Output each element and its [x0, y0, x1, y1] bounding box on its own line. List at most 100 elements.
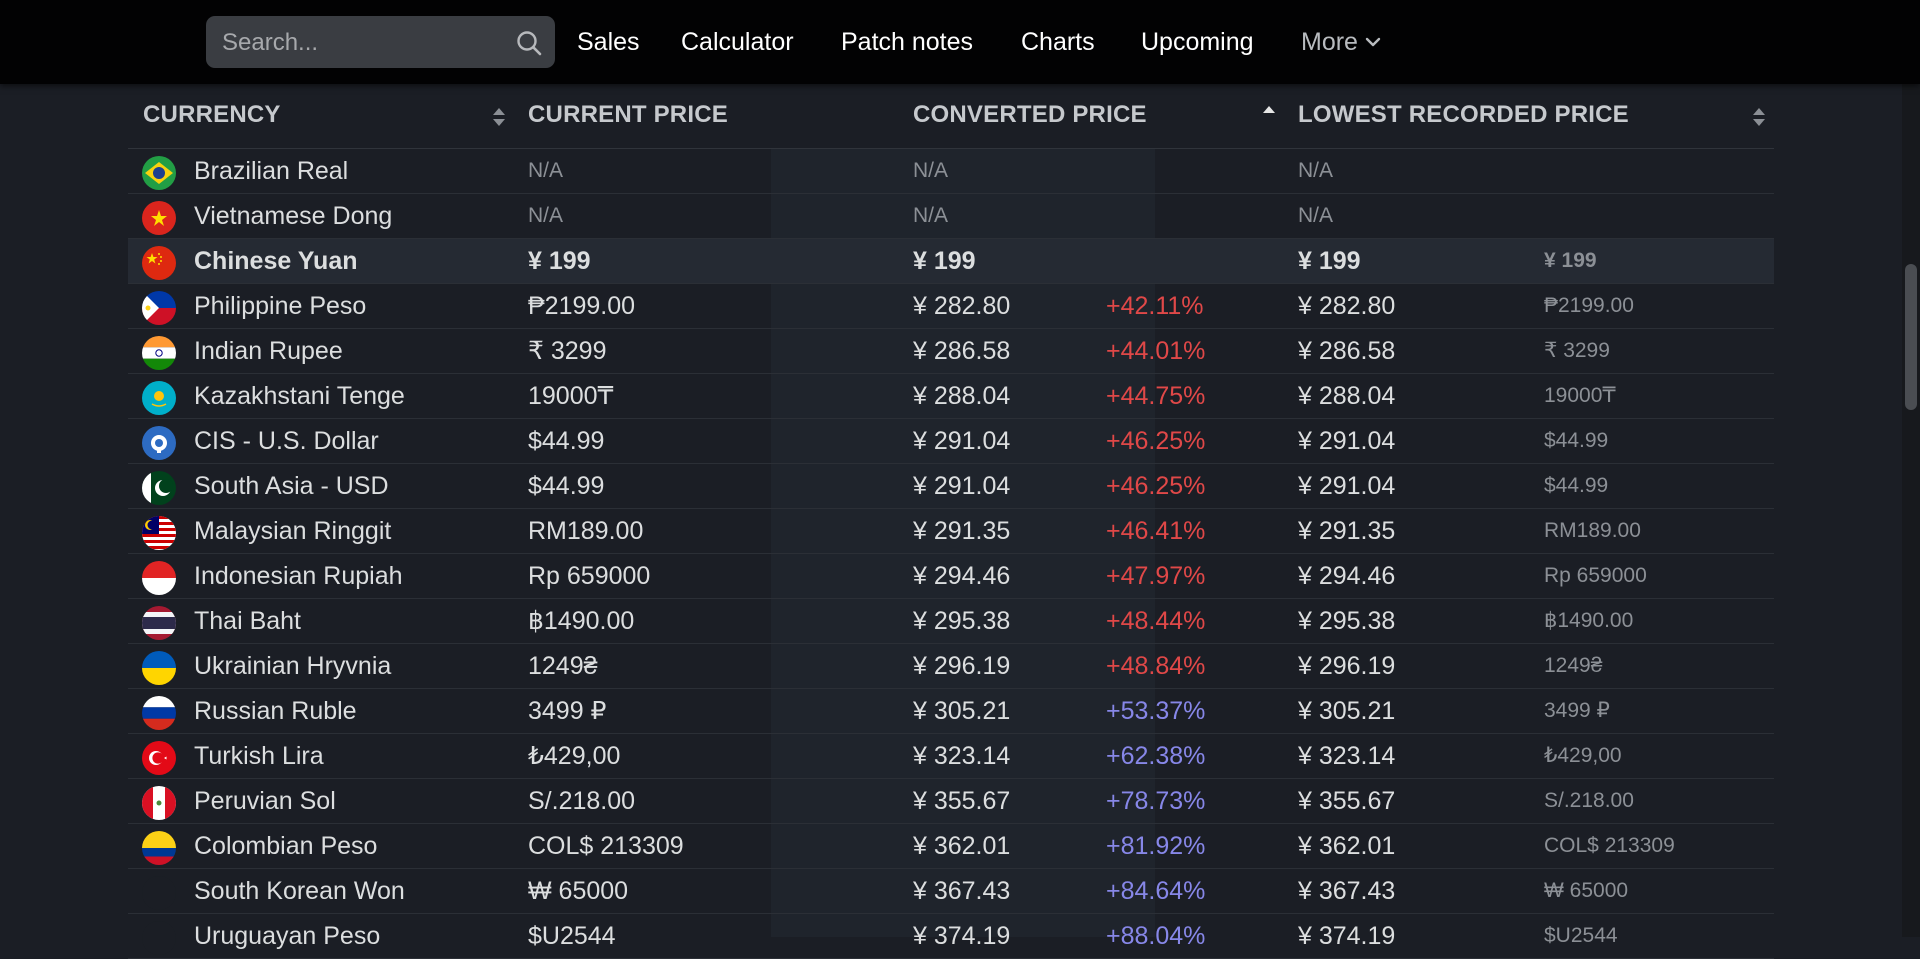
- table-row[interactable]: Philippine Peso ₱2199.00 ¥ 282.80 +42.11% ¥ …: [128, 284, 1774, 329]
- current-price: N/A: [528, 159, 564, 182]
- converted-price: ¥ 291.04: [913, 427, 1011, 455]
- uruguay-flag-icon: [142, 921, 176, 955]
- header-currency[interactable]: CURRENCY: [143, 101, 281, 128]
- converted-price: ¥ 305.21: [913, 697, 1011, 725]
- sort-both-icon[interactable]: [492, 106, 506, 128]
- lowest-recorded-price: ¥ 294.46: [1298, 562, 1396, 590]
- russia-flag-icon: [142, 696, 176, 730]
- lowest-recorded-price: ¥ 295.38: [1298, 607, 1396, 635]
- indonesia-flag-icon: [142, 561, 176, 595]
- lowest-original-price: S/.218.00: [1544, 789, 1634, 812]
- nav-calculator[interactable]: Calculator: [681, 27, 794, 56]
- currency-name: Vietnamese Dong: [194, 202, 393, 230]
- nav-more-label: More: [1301, 27, 1358, 56]
- lowest-original-price: 3499 ₽: [1544, 699, 1610, 722]
- brazil-flag-icon: [142, 156, 176, 190]
- sort-ascending-icon[interactable]: [1262, 102, 1276, 124]
- kazakhstan-flag-icon: [142, 381, 176, 415]
- table-row[interactable]: Russian Ruble 3499 ₽ ¥ 305.21 +53.37% ¥ 305.…: [128, 689, 1774, 734]
- lowest-recorded-price: ¥ 355.67: [1298, 787, 1396, 815]
- table-row[interactable]: Chinese Yuan ¥ 199 ¥ 199 ¥ 199 ¥ 199: [128, 239, 1774, 284]
- malaysia-flag-icon: [142, 516, 176, 550]
- current-price: ₩ 65000: [528, 877, 629, 905]
- current-price: ₺429,00: [528, 742, 621, 770]
- converted-price: ¥ 291.04: [913, 472, 1011, 500]
- lowest-original-price: ₱2199.00: [1544, 294, 1634, 317]
- philippines-flag-icon: [142, 291, 176, 325]
- search-icon[interactable]: [515, 29, 543, 57]
- converted-price: ¥ 355.67: [913, 787, 1011, 815]
- nav-upcoming[interactable]: Upcoming: [1141, 27, 1254, 56]
- converted-price: ¥ 291.35: [913, 517, 1011, 545]
- table-row[interactable]: Kazakhstani Tenge 19000₸ ¥ 288.04 +44.75% ¥ …: [128, 374, 1774, 419]
- sort-both-icon[interactable]: [1752, 106, 1766, 128]
- converted-price: ¥ 323.14: [913, 742, 1011, 770]
- lowest-original-price: ₩ 65000: [1544, 879, 1629, 902]
- lowest-original-price: ¥ 199: [1544, 249, 1597, 272]
- converted-price: ¥ 374.19: [913, 922, 1011, 950]
- south-korea-flag-icon: [142, 876, 176, 910]
- current-price: ฿1490.00: [528, 607, 635, 635]
- converted-price: N/A: [913, 159, 949, 182]
- currency-name: Indonesian Rupiah: [194, 562, 403, 590]
- current-price: 3499 ₽: [528, 697, 607, 725]
- table-row[interactable]: Ukrainian Hryvnia 1249₴ ¥ 296.19 +48.84% ¥ 2…: [128, 644, 1774, 689]
- price-difference-percent: +84.64%: [1106, 877, 1206, 905]
- price-difference-percent: +47.97%: [1106, 562, 1206, 590]
- lowest-recorded-price: ¥ 362.01: [1298, 832, 1396, 860]
- table-row[interactable]: Thai Baht ฿1490.00 ¥ 295.38 +48.44% ¥ 295.38…: [128, 599, 1774, 644]
- currency-name: Malaysian Ringgit: [194, 517, 392, 545]
- price-table: CURRENCY CURRENT PRICE CONVERTED PRICE L…: [128, 84, 1774, 959]
- search-input[interactable]: [220, 16, 514, 70]
- currency-name: Thai Baht: [194, 607, 302, 635]
- current-price: S/.218.00: [528, 787, 636, 815]
- top-navbar: Sales Calculator Patch notes Charts Upco…: [0, 0, 1920, 84]
- currency-name: Peruvian Sol: [194, 787, 336, 815]
- nav-patch-notes[interactable]: Patch notes: [841, 27, 974, 56]
- table-row[interactable]: Indonesian Rupiah Rp 659000 ¥ 294.46 +47.97…: [128, 554, 1774, 599]
- current-price: 19000₸: [528, 382, 614, 410]
- header-converted-price[interactable]: CONVERTED PRICE: [913, 101, 1147, 128]
- nav-charts[interactable]: Charts: [1021, 27, 1095, 56]
- lowest-recorded-price: ¥ 288.04: [1298, 382, 1396, 410]
- lowest-original-price: ฿1490.00: [1544, 609, 1634, 632]
- nav-more[interactable]: More: [1301, 0, 1382, 84]
- price-difference-percent: +78.73%: [1106, 787, 1206, 815]
- converted-price: ¥ 367.43: [913, 877, 1011, 905]
- chevron-down-icon: [1365, 37, 1381, 47]
- lowest-original-price: RM189.00: [1544, 519, 1641, 542]
- header-current-price[interactable]: CURRENT PRICE: [528, 101, 728, 128]
- table-row[interactable]: South Asia - USD $44.99 ¥ 291.04 +46.25% ¥ 2…: [128, 464, 1774, 509]
- lowest-recorded-price: ¥ 291.35: [1298, 517, 1396, 545]
- table-row[interactable]: Colombian Peso COL$ 213309 ¥ 362.01 +81.92%…: [128, 824, 1774, 869]
- table-row[interactable]: Vietnamese Dong N/A N/A N/A: [128, 194, 1774, 239]
- currency-name: Chinese Yuan: [194, 247, 358, 275]
- table-row[interactable]: Malaysian Ringgit RM189.00 ¥ 291.35 +46.41%…: [128, 509, 1774, 554]
- currency-name: South Korean Won: [194, 877, 405, 905]
- peru-flag-icon: [142, 786, 176, 820]
- scrollbar-track[interactable]: [1902, 84, 1920, 937]
- table-row[interactable]: CIS - U.S. Dollar $44.99 ¥ 291.04 +46.25% ¥ …: [128, 419, 1774, 464]
- nav-sales[interactable]: Sales: [577, 27, 640, 56]
- current-price: ₹ 3299: [528, 337, 607, 365]
- search-box[interactable]: [206, 16, 555, 70]
- table-row[interactable]: Indian Rupee ₹ 3299 ¥ 286.58 +44.01% ¥ 286.5…: [128, 329, 1774, 374]
- current-price: COL$ 213309: [528, 832, 684, 860]
- table-row[interactable]: Peruvian Sol S/.218.00 ¥ 355.67 +78.73% ¥ 35…: [128, 779, 1774, 824]
- table-row[interactable]: South Korean Won ₩ 65000 ¥ 367.43 +84.64% ¥ …: [128, 869, 1774, 914]
- price-difference-percent: +81.92%: [1106, 832, 1206, 860]
- india-flag-icon: [142, 336, 176, 370]
- lowest-original-price: 19000₸: [1544, 384, 1616, 407]
- lowest-original-price: ₺429,00: [1544, 744, 1622, 767]
- price-difference-percent: +44.01%: [1106, 337, 1206, 365]
- current-price: 1249₴: [528, 652, 598, 680]
- lowest-recorded-price: ¥ 367.43: [1298, 877, 1396, 905]
- scrollbar-thumb[interactable]: [1905, 264, 1917, 410]
- lowest-recorded-price: ¥ 296.19: [1298, 652, 1396, 680]
- table-row[interactable]: Brazilian Real N/A N/A N/A: [128, 149, 1774, 194]
- converted-price: ¥ 288.04: [913, 382, 1011, 410]
- lowest-original-price: $44.99: [1544, 474, 1609, 497]
- table-header: CURRENCY CURRENT PRICE CONVERTED PRICE L…: [128, 84, 1774, 149]
- header-lowest-recorded-price[interactable]: LOWEST RECORDED PRICE: [1298, 101, 1629, 128]
- table-row[interactable]: Turkish Lira ₺429,00 ¥ 323.14 +62.38% ¥ 323.…: [128, 734, 1774, 779]
